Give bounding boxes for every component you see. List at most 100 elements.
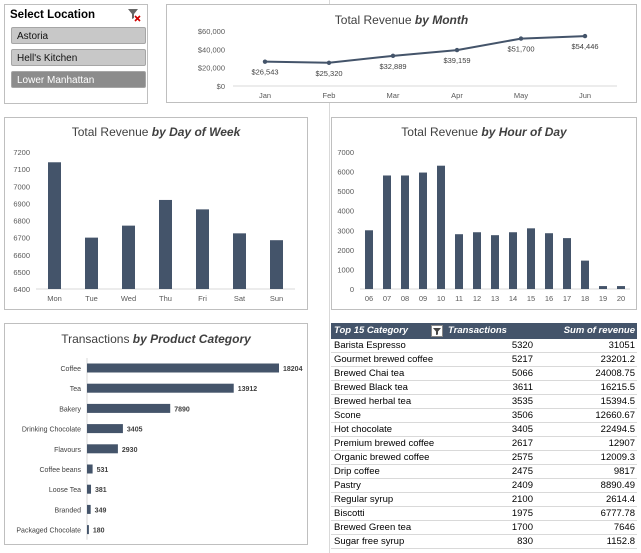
y-tick-label: 6000: [337, 168, 354, 177]
table-row: Barista Espresso 5320 31051: [331, 339, 637, 353]
x-tick-label: Wed: [121, 294, 136, 303]
bar: [599, 286, 607, 289]
bar: [581, 260, 589, 289]
transactions-cell: 830: [517, 536, 533, 547]
x-tick-label: Jan: [259, 91, 271, 100]
transactions-cell: 2409: [511, 480, 533, 491]
data-label: 349: [95, 507, 107, 514]
table-row: Hot chocolate 3405 22494.5: [331, 423, 637, 437]
month-line-chart: $0 $20,000 $40,000 $60,000 $26,543 Jan $25,320…: [198, 27, 617, 100]
clear-filter-icon[interactable]: [127, 8, 141, 22]
y-tick-label: 7000: [337, 148, 354, 157]
category-label: Packaged Chocolate: [16, 528, 81, 535]
y-tick-label: 3000: [337, 226, 354, 235]
x-tick-label: Mar: [387, 91, 400, 100]
category-cell: Brewed Chai tea: [334, 368, 405, 379]
header-revenue: Sum of revenue: [563, 325, 635, 336]
table-row: Sugar free syrup 830 1152.8: [331, 535, 637, 549]
data-point: [518, 36, 524, 41]
table-row: Brewed Green tea 1700 7646: [331, 521, 637, 535]
bar: [419, 172, 427, 289]
data-point: [326, 60, 332, 65]
bar: [491, 235, 499, 289]
category-cell: Organic brewed coffee: [334, 452, 430, 463]
revenue-cell: 7646: [613, 522, 635, 533]
bar: [87, 444, 118, 454]
y-tick-label: 6800: [13, 217, 30, 226]
bar: [383, 175, 391, 289]
bar: [87, 424, 123, 434]
revenue-cell: 12660.67: [595, 410, 635, 421]
category-cell: Brewed herbal tea: [334, 396, 412, 407]
y-tick-label: 7000: [13, 182, 30, 191]
slicer-item-lower-manhattan[interactable]: Lower Manhattan: [11, 71, 146, 88]
data-label: 3405: [127, 427, 143, 434]
chart-title: Transactions by Product Category: [61, 332, 251, 346]
y-tick-label: $40,000: [198, 45, 225, 54]
x-tick-label: Fri: [198, 294, 207, 303]
filter-icon[interactable]: [431, 325, 443, 337]
bar: [87, 383, 234, 393]
transactions-cell: 3405: [511, 424, 533, 435]
category-label: Drinking Chocolate: [22, 427, 81, 434]
chart-title: Total Revenue by Hour of Day: [401, 125, 567, 139]
table-row: Brewed herbal tea 3535 15394.5: [331, 395, 637, 409]
series-line: [264, 35, 586, 64]
bar: [87, 363, 279, 373]
data-label: $54,446: [571, 42, 598, 51]
category-cell: Brewed Black tea: [334, 382, 408, 393]
category-cell: Barista Espresso: [334, 340, 406, 351]
sheet-divider: [329, 0, 330, 553]
revenue-cell: 12009.3: [600, 452, 635, 463]
transactions-cell: 1975: [511, 508, 533, 519]
bar: [87, 464, 93, 474]
top-categories-table: Top 15 Category Transactions Sum of reve…: [331, 323, 637, 549]
data-label: 180: [93, 528, 105, 535]
category-label: Flavours: [54, 447, 81, 454]
category-cell: Pastry: [334, 480, 361, 491]
revenue-by-day-chart: Total Revenue by Day of Week 6400 6500 660…: [4, 117, 308, 310]
transactions-cell: 2100: [511, 494, 533, 505]
x-tick-label: 16: [545, 294, 553, 303]
revenue-cell: 1152.8: [606, 536, 635, 547]
table-row: Organic brewed coffee 2575 12009.3: [331, 451, 637, 465]
x-tick-label: May: [514, 91, 528, 100]
x-tick-label: 18: [581, 294, 589, 303]
y-tick-label: 6600: [13, 251, 30, 260]
x-tick-label: 10: [437, 294, 445, 303]
x-tick-label: 11: [455, 294, 463, 303]
data-label: 13912: [238, 386, 258, 393]
category-label: Coffee: [61, 366, 82, 373]
bar: [87, 504, 91, 514]
bar: [401, 175, 409, 289]
category-label: Coffee beans: [39, 467, 81, 474]
y-tick-label: $60,000: [198, 27, 225, 36]
slicer-item-hells-kitchen[interactable]: Hell's Kitchen: [11, 49, 146, 66]
x-tick-label: Jun: [579, 91, 591, 100]
revenue-cell: 24008.75: [595, 368, 635, 379]
category-label: Bakery: [59, 406, 81, 413]
x-tick-label: Sat: [234, 294, 246, 303]
x-tick-label: Apr: [451, 91, 463, 100]
data-label: 18204: [283, 366, 303, 373]
data-label: 381: [95, 487, 107, 494]
chart-title: Total Revenue by Day of Week: [71, 125, 241, 139]
data-label: 531: [97, 467, 109, 474]
category-cell: Gourmet brewed coffee: [334, 354, 434, 365]
transactions-cell: 3611: [512, 382, 533, 393]
bar: [527, 228, 535, 289]
table-row: Scone 3506 12660.67: [331, 409, 637, 423]
bar: [509, 232, 517, 289]
x-tick-label: Feb: [323, 91, 336, 100]
revenue-cell: 6777.78: [600, 508, 635, 519]
revenue-cell: 22494.5: [600, 424, 635, 435]
category-cell: Hot chocolate: [334, 424, 393, 435]
table-row: Brewed Black tea 3611 16215.5: [331, 381, 637, 395]
slicer-item-astoria[interactable]: Astoria: [11, 27, 146, 44]
bar: [563, 238, 571, 289]
data-point: [582, 33, 588, 39]
chart-title: Total Revenue by Month: [334, 13, 469, 27]
table-row: Premium brewed coffee 2617 12907: [331, 437, 637, 451]
x-tick-label: 12: [473, 294, 481, 303]
bar: [617, 286, 625, 289]
